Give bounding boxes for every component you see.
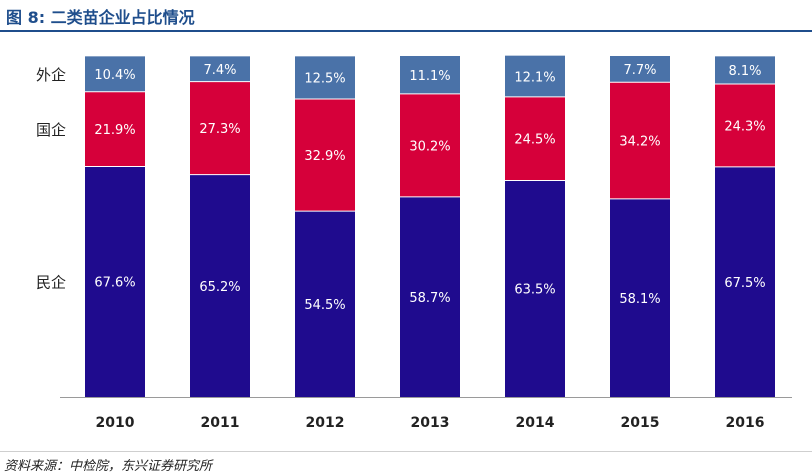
x-tick-label-2014: 2014 <box>516 415 555 431</box>
legend-label-s2: 外企 <box>36 66 66 84</box>
data-label-2013-s0: 58.7% <box>409 291 450 306</box>
x-tick-label-2016: 2016 <box>726 415 765 431</box>
bar-segment-2014-s2 <box>505 55 565 97</box>
source-note: 资料来源：中检院，东兴证券研究所 <box>4 459 213 474</box>
x-tick-label-2013: 2013 <box>411 415 450 431</box>
data-label-2011-s0: 65.2% <box>199 280 240 295</box>
legend-label-s1: 国企 <box>36 121 66 139</box>
data-label-2015-s1: 34.2% <box>619 135 660 150</box>
data-label-2011-s2: 7.4% <box>203 63 236 78</box>
bar-segment-2013-s0 <box>400 196 460 397</box>
data-label-2012-s1: 32.9% <box>304 149 345 164</box>
bar-segment-2012-s0 <box>295 211 355 397</box>
legend-label-s0: 民企 <box>36 274 66 292</box>
data-label-2010-s1: 21.9% <box>94 123 135 138</box>
bar-segment-2014-s0 <box>505 180 565 397</box>
data-label-2015-s2: 7.7% <box>623 63 656 78</box>
x-tick-label-2011: 2011 <box>201 415 240 431</box>
data-label-2016-s0: 67.5% <box>724 276 765 291</box>
bar-segment-2011-s0 <box>190 174 250 397</box>
data-label-2016-s1: 24.3% <box>724 119 765 134</box>
data-label-2015-s0: 58.1% <box>619 292 660 307</box>
bar-segment-2016-s1 <box>715 83 775 167</box>
bar-segment-2012-s2 <box>295 56 355 99</box>
data-label-2010-s0: 67.6% <box>94 276 135 291</box>
bar-segment-2015-s1 <box>610 82 670 199</box>
bar-segment-2010-s0 <box>85 166 145 397</box>
data-label-2010-s2: 10.4% <box>94 68 135 83</box>
bar-segment-2010-s1 <box>85 91 145 167</box>
data-label-2012-s0: 54.5% <box>304 298 345 313</box>
data-label-2014-s2: 12.1% <box>514 70 555 85</box>
bar-segment-2014-s1 <box>505 96 565 181</box>
bar-segment-2015-s2 <box>610 56 670 83</box>
bar-segment-2011-s2 <box>190 56 250 82</box>
data-label-2012-s2: 12.5% <box>304 72 345 87</box>
bar-segment-2016-s2 <box>715 56 775 84</box>
stacked-bar-chart: 67.6% 21.9% 10.4% 2010 65.2% 27.3% 7.4% 2011 54.… <box>36 55 792 431</box>
bar-segment-2015-s0 <box>610 198 670 397</box>
title-divider <box>0 30 812 32</box>
figure-title: 图 8: 二类苗企业占比情况 <box>6 8 195 27</box>
bar-segment-2011-s1 <box>190 81 250 175</box>
data-label-2014-s0: 63.5% <box>514 283 555 298</box>
bar-segment-2016-s0 <box>715 166 775 397</box>
data-label-2013-s2: 11.1% <box>409 69 450 84</box>
data-label-2013-s1: 30.2% <box>409 139 450 154</box>
source-divider <box>0 451 812 452</box>
data-label-2014-s1: 24.5% <box>514 133 555 148</box>
x-tick-label-2015: 2015 <box>621 415 660 431</box>
data-label-2011-s1: 27.3% <box>199 122 240 137</box>
x-tick-label-2010: 2010 <box>96 415 135 431</box>
bar-segment-2012-s1 <box>295 98 355 212</box>
x-tick-label-2012: 2012 <box>306 415 345 431</box>
bar-segment-2010-s2 <box>85 56 145 92</box>
bar-segment-2013-s2 <box>400 56 460 94</box>
bar-segment-2013-s1 <box>400 93 460 197</box>
data-label-2016-s2: 8.1% <box>728 64 761 79</box>
